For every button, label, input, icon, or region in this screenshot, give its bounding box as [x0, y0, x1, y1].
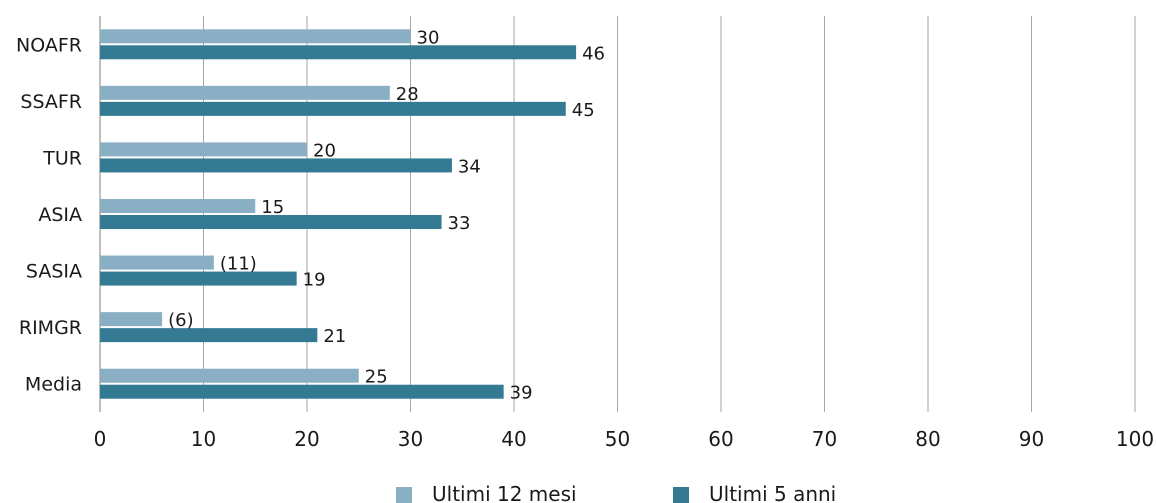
x-tick-label: 70 [812, 427, 837, 451]
x-tick-label: 80 [915, 427, 940, 451]
bar [100, 271, 297, 286]
legend-swatch [673, 487, 689, 503]
x-tick-label: 100 [1116, 427, 1154, 451]
x-tick-label: 60 [708, 427, 733, 451]
legend-swatch [396, 487, 412, 503]
x-tick-label: 40 [501, 427, 526, 451]
legend: Ultimi 12 mesi Ultimi 5 anni [396, 482, 836, 503]
bar [100, 312, 163, 327]
bar [100, 199, 256, 213]
bar [100, 85, 390, 100]
category-label: SASIA [26, 261, 82, 283]
x-tick-label: 30 [398, 427, 423, 451]
bar [100, 29, 411, 44]
bar [100, 215, 442, 229]
bar [100, 45, 577, 60]
data-label: (11) [220, 254, 257, 275]
data-label: (6) [168, 310, 194, 331]
bars [100, 29, 577, 399]
category-labels: NOAFR SSAFR TUR ASIA SASIA RIMGR Media [16, 34, 82, 395]
bar [100, 328, 318, 343]
x-tick-label: 90 [1019, 427, 1044, 451]
category-label: NOAFR [16, 34, 82, 56]
category-label: TUR [42, 147, 82, 169]
bar [100, 368, 359, 383]
data-label: 33 [448, 213, 471, 234]
bar [100, 255, 214, 270]
category-label: SSAFR [20, 91, 82, 113]
gridlines [99, 16, 1136, 412]
data-label: 45 [572, 100, 595, 121]
data-label: 39 [510, 383, 533, 404]
data-label: 15 [261, 197, 284, 218]
data-label: 30 [417, 27, 440, 48]
legend-label: Ultimi 5 anni [709, 482, 836, 503]
x-tick-label: 10 [191, 427, 216, 451]
bar [100, 142, 307, 157]
data-label: 46 [582, 43, 605, 64]
data-label: 34 [458, 156, 481, 177]
bar [100, 384, 504, 399]
category-label: Media [25, 374, 82, 396]
bar [100, 101, 566, 116]
x-axis-ticks: 0 10 20 30 40 50 60 70 80 90 100 [94, 427, 1154, 451]
data-label: 25 [365, 367, 388, 388]
data-labels: 30 46 28 45 20 34 15 33 (11) 19 (6) 21 25 39 [168, 27, 605, 403]
data-label: 21 [323, 326, 346, 347]
x-tick-label: 0 [94, 427, 107, 451]
data-label: 28 [396, 84, 419, 105]
x-tick-label: 20 [294, 427, 319, 451]
category-label: ASIA [38, 204, 82, 226]
data-label: 20 [313, 140, 336, 161]
category-label: RIMGR [19, 317, 82, 339]
data-label: 19 [303, 270, 326, 291]
legend-label: Ultimi 12 mesi [432, 482, 577, 503]
bar [100, 158, 452, 173]
x-tick-label: 50 [605, 427, 630, 451]
